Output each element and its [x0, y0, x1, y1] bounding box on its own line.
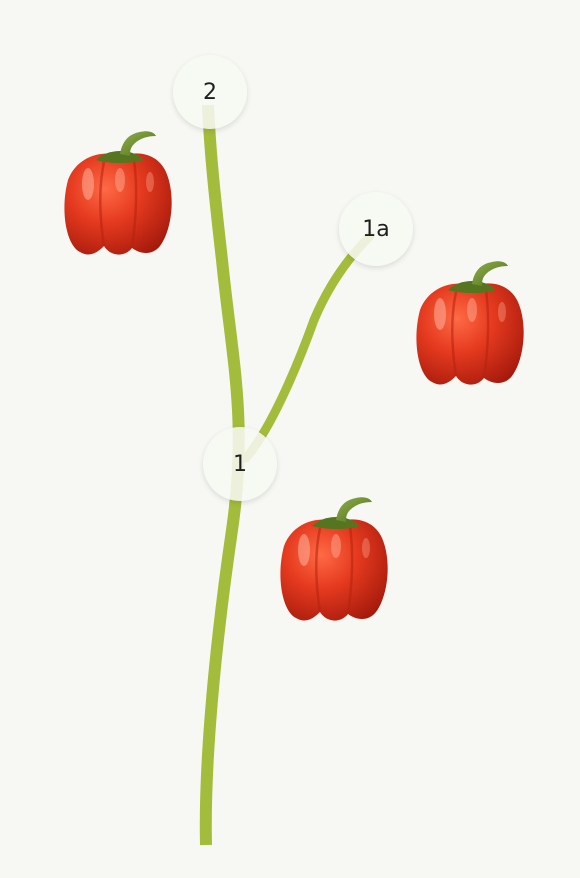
node-2-label: 2 — [203, 79, 217, 105]
pepper-upper-left — [63, 129, 173, 256]
pepper-lower — [279, 495, 389, 622]
node-1a[interactable]: 1a — [339, 192, 413, 266]
node-2[interactable]: 2 — [173, 55, 247, 129]
node-1[interactable]: 1 — [203, 427, 277, 501]
node-1-label: 1 — [233, 451, 247, 477]
branch-stem — [241, 231, 375, 463]
pepper-right — [415, 259, 525, 386]
node-1a-label: 1a — [362, 216, 390, 242]
